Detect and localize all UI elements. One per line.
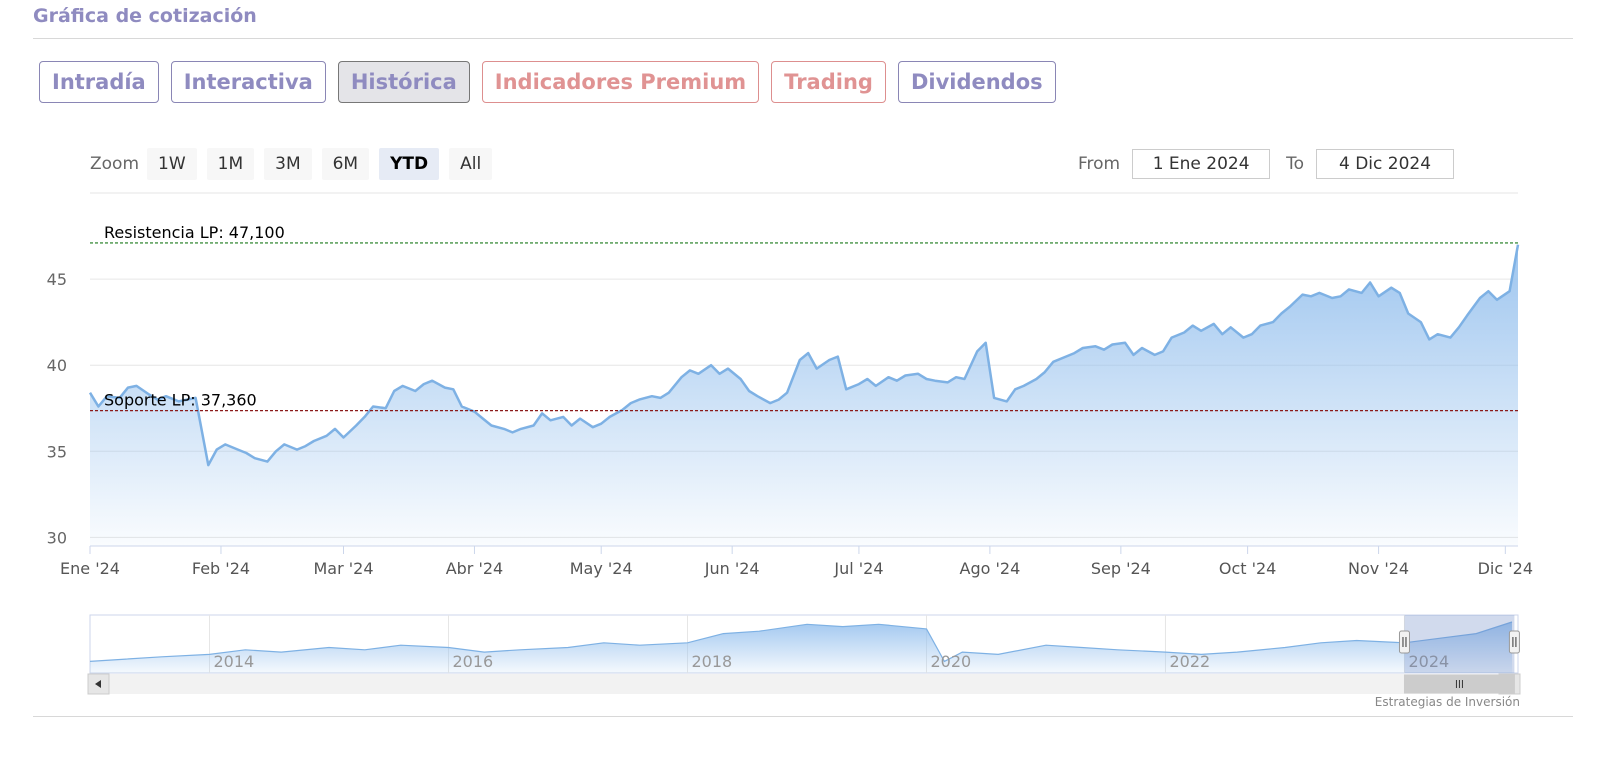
x-tick-label: Nov '24 (1348, 559, 1409, 578)
x-tick-label: Abr '24 (446, 559, 504, 578)
navigator-year-label: 2024 (1408, 652, 1449, 671)
scrollbar-left-arrow-icon (95, 680, 101, 688)
tab-dividendos[interactable]: Dividendos (897, 61, 1056, 103)
x-tick-label: Oct '24 (1219, 559, 1277, 578)
date-range-inputs: From To (1078, 147, 1470, 181)
x-tick-label: Jul '24 (833, 559, 883, 578)
navigator-right-handle[interactable] (1508, 630, 1520, 654)
from-label: From (1078, 154, 1121, 174)
to-date-input[interactable] (1316, 149, 1455, 179)
navigator-selection[interactable] (1404, 615, 1515, 673)
navigator-left-handle[interactable] (1398, 630, 1410, 654)
x-tick-label: Feb '24 (192, 559, 250, 578)
zoom-button-3m[interactable]: 3M (264, 148, 312, 180)
x-tick-label: Ago '24 (960, 559, 1021, 578)
title-divider (33, 38, 1573, 39)
chart-tabs: Intradía Interactiva Histórica Indicadores … (39, 61, 1056, 105)
from-date-input[interactable] (1132, 149, 1271, 179)
tab-historica[interactable]: Histórica (337, 61, 470, 103)
navigator-year-label: 2022 (1169, 652, 1210, 671)
x-tick-label: Jun '24 (704, 559, 760, 578)
zoom-button-all[interactable]: All (449, 148, 493, 180)
x-tick-label: May '24 (570, 559, 633, 578)
zoom-button-1w[interactable]: 1W (147, 148, 197, 180)
price-line (88, 244, 1520, 467)
y-tick-label: 30 (47, 528, 67, 547)
navigator-year-label: 2018 (691, 652, 732, 671)
navigator-year-label: 2020 (930, 652, 971, 671)
tab-indicadores-premium[interactable]: Indicadores Premium (481, 61, 760, 103)
price-area (90, 244, 1518, 546)
y-tick-label: 35 (47, 442, 67, 461)
to-label: To (1286, 154, 1305, 174)
x-tick-label: Sep '24 (1091, 559, 1151, 578)
x-tick-label: Mar '24 (313, 559, 373, 578)
x-tick-label: Ene '24 (60, 559, 120, 578)
y-tick-label: 40 (47, 356, 67, 375)
resistance-line-label: Resistencia LP: 47,100 (104, 223, 285, 242)
zoom-selector: Zoom 1W 1M 3M 6M YTD All (90, 147, 502, 181)
navigator-year-label: 2016 (452, 652, 493, 671)
y-tick-label: 45 (47, 270, 67, 289)
zoom-button-6m[interactable]: 6M (321, 148, 370, 180)
zoom-label: Zoom (90, 154, 140, 174)
scrollbar-track[interactable] (88, 674, 1520, 694)
navigator-area (90, 622, 1512, 673)
section-title: Gráfica de cotización (33, 5, 257, 27)
tab-interactiva[interactable]: Interactiva (170, 61, 326, 103)
navigator-line (89, 621, 1513, 663)
tab-intradia[interactable]: Intradía (39, 61, 159, 103)
chart-credit: Estrategias de Inversión (1374, 695, 1520, 709)
zoom-button-1m[interactable]: 1M (206, 148, 255, 180)
navigator-year-label: 2014 (213, 652, 254, 671)
support-line-label: Soporte LP: 37,360 (104, 391, 257, 410)
tab-trading[interactable]: Trading (771, 61, 886, 103)
x-tick-label: Dic '24 (1478, 559, 1533, 578)
bottom-divider (33, 716, 1573, 717)
zoom-button-ytd[interactable]: YTD (379, 148, 440, 180)
